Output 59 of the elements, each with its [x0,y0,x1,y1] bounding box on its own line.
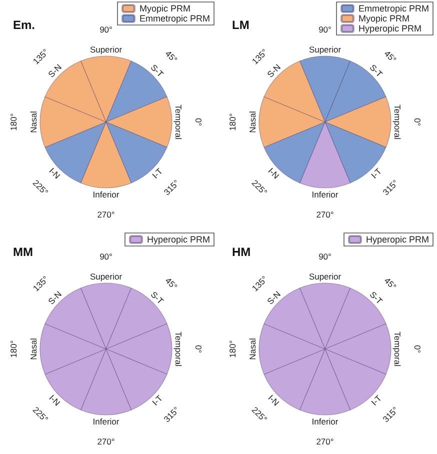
text: 180° [228,113,238,131]
text: Inferior [312,416,338,426]
text: S-N [265,289,282,306]
text: S-T [148,62,166,80]
text: Superior [308,44,342,54]
text: 45° [382,276,398,292]
text: I-T [150,166,164,180]
text: 0° [412,344,422,354]
text: Nasal [248,338,258,360]
text: Superior [90,272,122,282]
text: 270° [97,436,115,446]
text: 45° [382,48,398,65]
text: Nasal [28,338,38,360]
text: 180° [8,340,18,358]
text: Nasal [248,111,258,133]
text: Inferior [312,190,338,200]
text: I-T [369,393,384,408]
text: Inferior [92,416,120,426]
text: S-N [265,62,282,80]
text: 180° [228,340,238,358]
legend-label: Myopic PRM [139,4,191,14]
text: S-T [368,289,385,306]
text: Superior [308,272,342,282]
text: I-T [369,166,384,180]
legend-label: Emmetropic PRM [358,4,430,14]
text: 270° [316,210,334,220]
text: 90° [100,252,112,262]
text: S-N [46,289,64,306]
text: 45° [163,48,180,65]
text: 0° [194,118,204,126]
text: 180° [8,113,18,131]
legend-label: Myopic PRM [358,14,410,24]
text: Nasal [28,111,38,133]
text: 90° [100,24,112,34]
text: S-N [46,62,64,80]
text: 90° [318,24,332,34]
text: Inferior [92,190,120,200]
text: MM [13,245,33,259]
legend-label: Hyperopic PRM [146,234,210,244]
text: HM [232,245,251,259]
text: LM [232,18,250,32]
text: I-T [150,393,164,408]
text: S-T [368,62,385,80]
text: 0° [412,118,422,126]
text: 270° [316,436,334,446]
text: Temporal [174,104,184,140]
legend-label: Emmetropic PRM [139,14,210,24]
text: 270° [97,210,115,220]
text: 90° [318,252,332,262]
text: 0° [194,344,204,354]
text: Temporal [174,332,184,367]
legend-label: Hyperopic PRM [366,234,430,244]
text: Temporal [392,332,402,367]
legend-label: Hyperopic PRM [358,24,422,34]
text: Superior [90,44,122,54]
text: S-T [148,289,166,306]
text: 45° [163,276,180,292]
text: Temporal [392,104,402,140]
text: Em. [13,18,36,32]
